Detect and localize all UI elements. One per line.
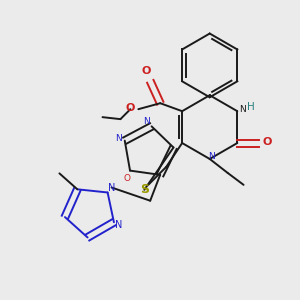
Text: S: S: [140, 183, 149, 196]
Text: N: N: [108, 182, 115, 193]
Text: O: O: [124, 174, 130, 183]
Text: N: N: [208, 152, 215, 161]
Text: N: N: [143, 117, 150, 126]
Text: O: O: [262, 137, 272, 147]
Text: N: N: [115, 220, 123, 230]
Text: N: N: [239, 105, 246, 114]
Text: O: O: [126, 103, 135, 113]
Text: O: O: [142, 66, 151, 76]
Text: N: N: [116, 134, 122, 143]
Text: H: H: [248, 102, 255, 112]
